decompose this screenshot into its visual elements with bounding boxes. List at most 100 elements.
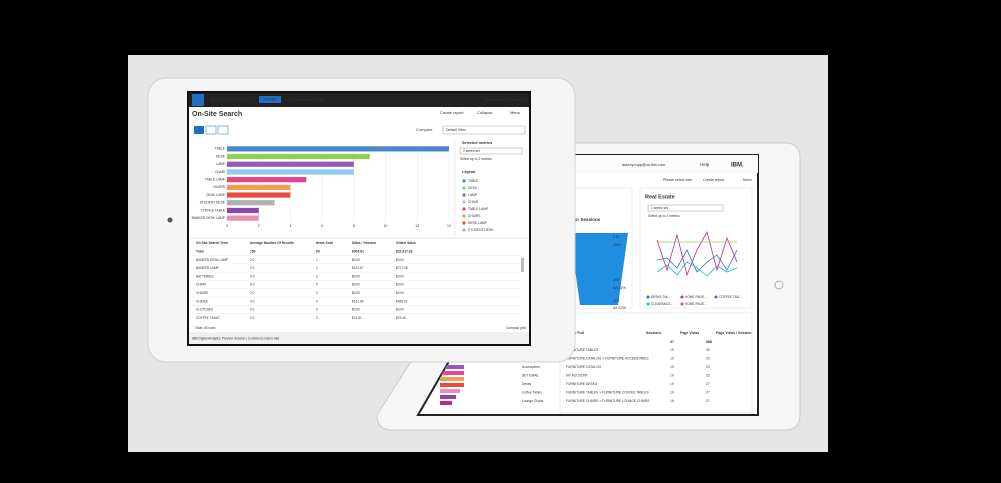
legend-swatch	[680, 295, 684, 299]
table-cell: 3	[316, 308, 318, 312]
table-cell: 30	[706, 348, 710, 352]
table-cell: 27	[706, 399, 710, 403]
table-cell: SET EMAIL	[522, 373, 539, 377]
site-name: Commerce Demo Site	[290, 98, 324, 102]
funnel-number: 270	[613, 235, 619, 239]
total-cell: 150	[250, 249, 256, 253]
legend-swatch	[646, 295, 650, 299]
x-tick-label: 0	[226, 224, 228, 228]
legend-swatch	[462, 214, 466, 218]
legend-label: COFFEE TAB...	[719, 295, 741, 299]
table-cell: 2	[316, 266, 318, 270]
user: aubrey.rupp@us.ibm.com	[622, 163, 665, 167]
legend-swatch	[462, 228, 466, 232]
legend-label: LAMP	[468, 193, 478, 197]
table-cell: CHAIR	[196, 283, 207, 287]
column-header: Items Sold	[316, 241, 333, 245]
y-tick-label: CHAIRS	[213, 185, 226, 189]
table-cell: Coffee Tables	[522, 390, 542, 394]
compare: Compare	[416, 127, 433, 132]
table-cell: $161.54	[352, 299, 364, 303]
table-cell: $0.00	[396, 291, 404, 295]
bar	[227, 146, 449, 152]
app-name: IBM Digital Analytics	[210, 97, 252, 102]
y-tick-label: TABLE	[215, 147, 226, 151]
y-tick-label: STUDENT DESK	[200, 201, 226, 205]
funnel-number: 62.22%	[613, 286, 627, 290]
table-cell: $0.00	[396, 274, 404, 278]
column-header: Page Views / Session	[716, 331, 752, 335]
user: aubrey.rupp@us.ibm.com	[485, 98, 525, 102]
bar	[227, 200, 275, 206]
view-select: Default View	[446, 128, 466, 132]
table-cell: FURNITURE CATALOG > FURNITURE ACCESSORIE…	[566, 356, 649, 360]
table-cell: 27	[706, 390, 710, 394]
table-cell: 19	[670, 356, 674, 360]
table-cell: $450.02	[396, 299, 408, 303]
table-cell: $74.81	[352, 316, 362, 320]
table-cell: MY ACCOUNT	[566, 373, 588, 377]
legend-swatch	[462, 200, 466, 204]
legend-label: CLEARANCE...	[651, 302, 673, 306]
preview-button: Preview	[264, 97, 277, 101]
x-tick-label: 8	[353, 224, 355, 228]
table-cell: $0.00	[352, 258, 360, 262]
metrics-title: Selected metrics	[462, 141, 492, 145]
table-cell: 3	[316, 316, 318, 320]
table-cell: BANKER DESK LAMP	[196, 258, 228, 262]
total-cell: 69	[316, 249, 320, 253]
table-cell: $0.00	[352, 291, 360, 295]
table-cell: $0.00	[352, 274, 360, 278]
total-cell: 868	[706, 340, 712, 344]
funnel-number: 22%	[613, 243, 621, 247]
table-cell: 22	[706, 356, 710, 360]
table-cell: 1	[316, 258, 318, 262]
page-title: On-Site Search	[192, 111, 242, 118]
legend-label: HOME PAGE...	[685, 302, 707, 306]
table-cell: 2.0	[250, 258, 255, 262]
bar	[227, 161, 354, 167]
bar	[227, 192, 291, 198]
bar	[227, 169, 354, 175]
action: Please select date	[663, 178, 692, 182]
table-cell: 4	[316, 299, 318, 303]
table-cell: $0.00	[396, 308, 404, 312]
total-cell: Total	[196, 249, 204, 253]
metrics-hint: Select up to 2 metrics	[460, 157, 492, 161]
legend-swatch	[462, 221, 466, 225]
table-cell: FURNITURE CHAIRS > FURNITURE LOUNGE CHAI…	[566, 399, 650, 403]
action: Create report	[703, 178, 724, 182]
table-cell: $143.57	[352, 266, 364, 270]
action: Create report	[440, 110, 464, 115]
funnel-number: 42.22%	[613, 306, 627, 310]
hint: Select up to 2 metrics	[648, 214, 680, 218]
table-cell: 0.0	[250, 274, 255, 278]
table-cell: BANKER LAMP	[196, 266, 219, 270]
column-header: Average Number Of Results	[250, 241, 294, 245]
legend-swatch	[462, 193, 466, 197]
table-cell: CHAISE	[196, 299, 208, 303]
y-tick-label: LAMP	[216, 162, 226, 166]
table-cell: BATTERIES	[196, 274, 213, 278]
x-tick-label: 12	[415, 224, 419, 228]
funnel-number: 190	[613, 278, 619, 282]
table-cell: FURNITURE TABLES > FURNITURE COFFEE TABL…	[566, 390, 649, 394]
table-cell: 2	[316, 291, 318, 295]
compact-grid: Compact grid	[506, 326, 526, 330]
bar	[227, 184, 291, 190]
legend-label: TABLE	[468, 179, 479, 183]
bar	[227, 215, 259, 221]
table-cell: 16	[670, 399, 674, 403]
brand: IBM.	[731, 163, 744, 169]
bar	[227, 153, 370, 160]
funnel-title: itor Sessions	[572, 217, 601, 222]
legend-swatch	[462, 186, 466, 190]
table-cell: $0.00	[396, 258, 404, 262]
table-cell: 19	[670, 390, 674, 394]
legend-label: TABLE LAMP	[468, 207, 489, 211]
legend-swatch	[680, 302, 684, 306]
table-cell: 19	[670, 348, 674, 352]
table-cell: 19	[670, 382, 674, 386]
total-cell: $22,417.63	[396, 249, 413, 253]
